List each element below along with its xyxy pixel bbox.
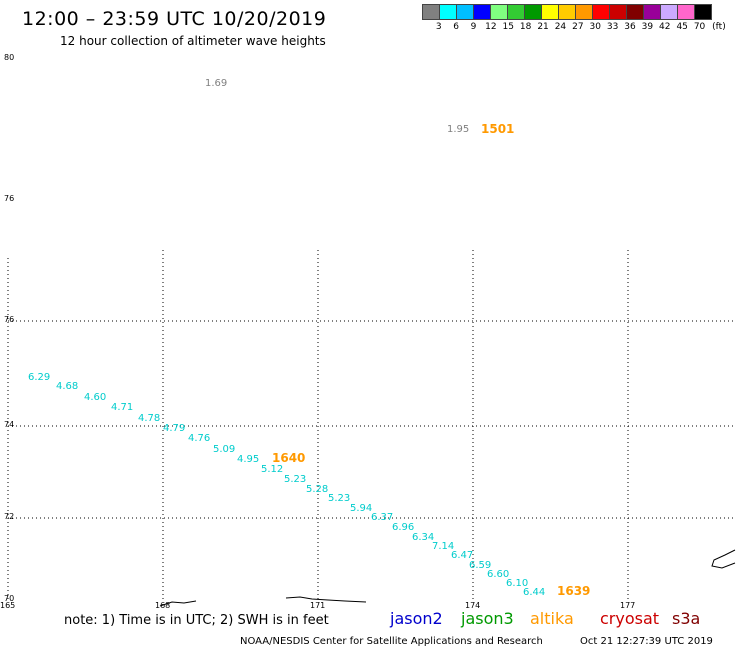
color-scale-label: 3 (435, 22, 442, 32)
color-scale-labels: 3 6 9 12 15 18 21 24 27 30 33 36 39 42 45 70 (ft) (422, 22, 728, 32)
color-scale-label: 24 (554, 22, 567, 32)
pass-time-label: 1640 (272, 451, 305, 465)
color-scale-label: 27 (572, 22, 584, 32)
lat-label: 70 (4, 594, 14, 603)
coastline (159, 549, 736, 607)
map-title: 12:00 – 23:59 UTC 10/20/2019 (22, 8, 327, 30)
lat-label: 74 (4, 420, 14, 429)
color-swatch (694, 4, 712, 20)
footer-timestamp: Oct 21 12:27:39 UTC 2019 (580, 636, 713, 647)
lon-label: 171 (310, 601, 325, 610)
swh-value: 6.37 (371, 512, 393, 523)
color-scale-label: 42 (659, 22, 671, 32)
swh-value: 6.29 (28, 372, 50, 383)
map-subtitle: 12 hour collection of altimeter wave hei… (60, 34, 326, 48)
legend-cryosat: cryosat (600, 609, 660, 628)
swh-value: 5.23 (284, 474, 306, 485)
swh-value: 6.10 (506, 578, 528, 589)
lon-label: 177 (620, 601, 635, 610)
lat-label: 76 (4, 315, 14, 324)
color-scale-label: 9 (470, 22, 477, 32)
color-scale-label: 70 (693, 22, 706, 32)
footer-center-name: NOAA/NESDIS Center for Satellite Applica… (240, 636, 543, 647)
legend-altika: altika (530, 609, 574, 628)
grey-swh-value: 1.69 (205, 78, 227, 89)
grey-swh-value: 1.95 (447, 124, 469, 135)
legend-s3a: s3a (672, 609, 701, 628)
swh-value: 5.12 (261, 464, 283, 475)
color-scale-label: 15 (502, 22, 514, 32)
lat-label: 80 (4, 53, 14, 62)
lon-label: 165 (0, 601, 15, 610)
coastline-segment (285, 596, 367, 603)
swh-value: 4.95 (237, 454, 259, 465)
swh-value: 4.71 (111, 402, 133, 413)
swh-value: 5.09 (213, 444, 235, 455)
swh-value: 4.79 (163, 423, 185, 434)
color-scale-label: 45 (676, 22, 688, 32)
legend-jason2: jason2 (390, 609, 443, 628)
lat-label: 72 (4, 512, 14, 521)
color-scale-unit: (ft) (712, 22, 726, 32)
color-scale-label: 33 (606, 22, 619, 32)
pass-time-label: 1501 (481, 122, 514, 136)
lat-label: 76 (4, 194, 14, 203)
swh-value: 6.60 (487, 569, 509, 580)
coastline-segment (159, 600, 197, 607)
swh-value: 5.23 (328, 493, 350, 504)
swh-value: 6.59 (469, 560, 491, 571)
color-scale-label: 36 (624, 22, 636, 32)
color-scale-label: 21 (537, 22, 549, 32)
graticule (7, 250, 735, 600)
color-scale-label: 12 (485, 22, 497, 32)
swh-value: 4.76 (188, 433, 210, 444)
swh-value: 6.47 (451, 550, 473, 561)
coastline-segment (711, 549, 736, 569)
swh-value: 4.60 (84, 392, 106, 403)
color-scale-label: 18 (519, 22, 532, 32)
swh-value: 7.14 (432, 541, 454, 552)
swh-value: 6.96 (392, 522, 414, 533)
pass-time-label: 1639 (557, 584, 590, 598)
color-scale-label: 30 (589, 22, 601, 32)
swh-value: 6.34 (412, 532, 434, 543)
swh-value: 4.78 (138, 413, 160, 424)
color-scale-label: 6 (453, 22, 459, 32)
footer-note: note: 1) Time is in UTC; 2) SWH is in fe… (64, 613, 329, 628)
lon-label: 174 (465, 601, 480, 610)
color-scale-label: 39 (641, 22, 654, 32)
swh-value: 5.28 (306, 484, 328, 495)
swh-value: 4.68 (56, 381, 78, 392)
lon-label: 168 (155, 601, 170, 610)
legend-jason3: jason3 (461, 609, 514, 628)
swh-value: 6.44 (523, 587, 545, 598)
color-scale-bar (422, 4, 712, 20)
swh-value: 5.94 (350, 503, 372, 514)
